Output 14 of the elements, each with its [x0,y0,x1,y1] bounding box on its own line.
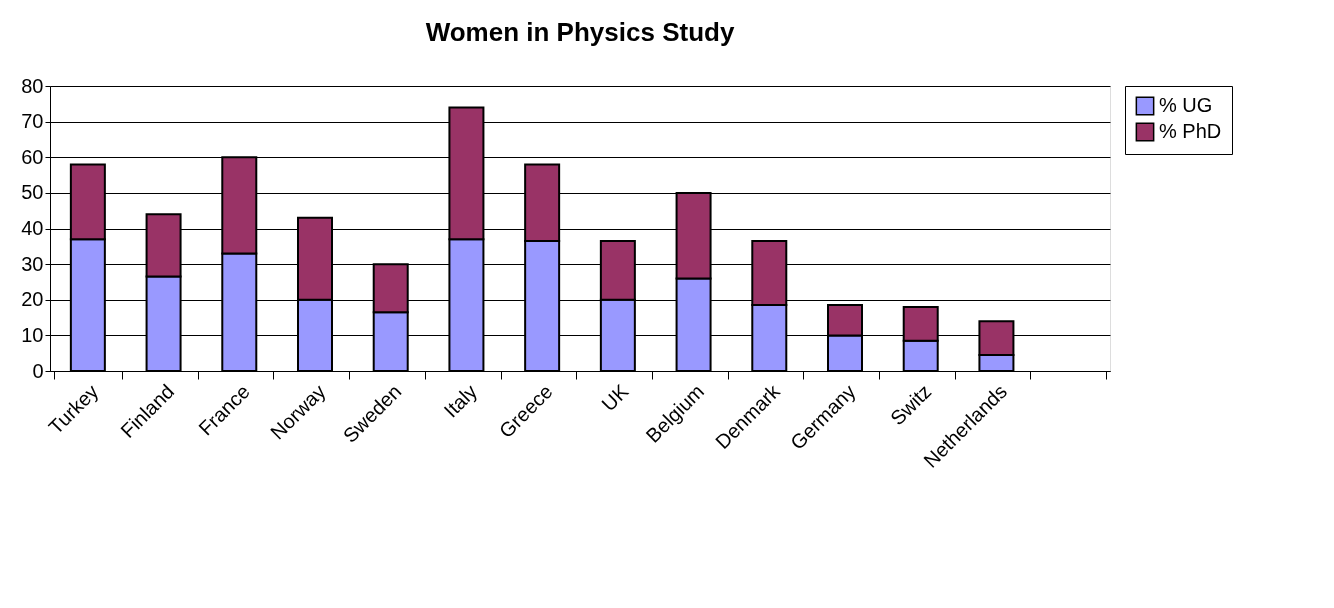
y-tick-label: 80 [21,74,44,97]
chart-title: Women in Physics Study [425,17,735,47]
y-tick-label: 30 [21,252,44,275]
y-tick-label: 50 [21,181,44,204]
x-tick-label: Italy [439,380,482,422]
y-tick-label: 20 [21,288,44,311]
y-tick-label: 0 [32,359,44,382]
legend-label: % PhD [1159,120,1222,142]
y-tick-label: 60 [21,145,44,168]
legend-label: % UG [1159,94,1213,116]
y-tick-label: 10 [21,323,44,346]
y-tick-label: 70 [21,110,44,133]
y-tick-label: 40 [21,217,44,239]
x-tick-label: UK [597,379,633,416]
